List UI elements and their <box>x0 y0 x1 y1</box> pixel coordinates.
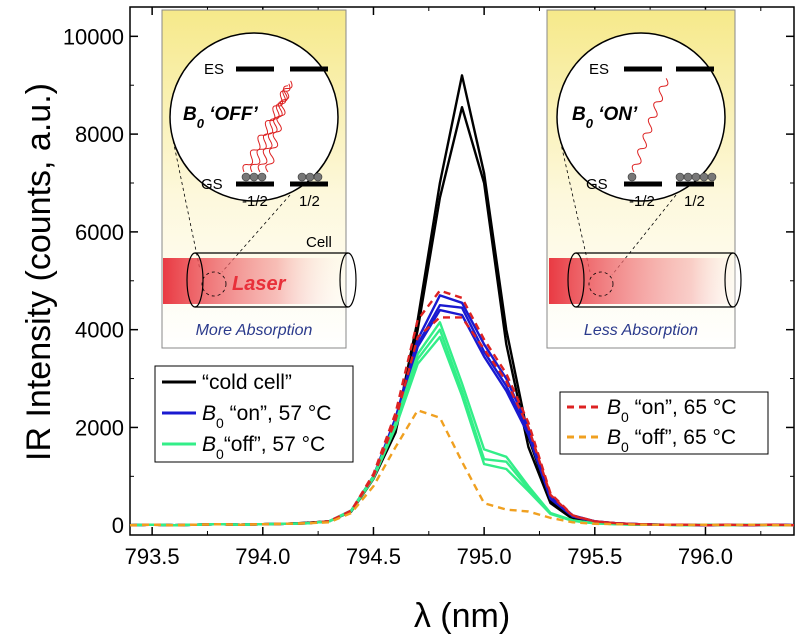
inset-off-zoom-line-left <box>171 134 201 271</box>
legend-left: “cold cell” B0 “on”, 57 °CB0“off”, 57 °C <box>154 365 354 463</box>
x-tick-label: 794.5 <box>346 544 401 569</box>
inset-off-b0-sub: 0 <box>197 116 205 131</box>
inset-off-atoms <box>241 172 323 182</box>
y-tick-label: 10000 <box>63 24 124 49</box>
y-tick-label: 4000 <box>75 318 124 343</box>
series-line-off65 <box>129 409 794 527</box>
x-tick-label: 793.5 <box>125 544 180 569</box>
x-tick-label: 794.0 <box>235 544 290 569</box>
inset-off-cell-end-left <box>186 252 204 308</box>
inset-on-gs-label: GS <box>586 176 608 193</box>
inset-off-laser-beam <box>163 258 353 304</box>
inset-on-photon-arrow <box>631 78 669 173</box>
inset-off-spin-right: 1/2 <box>299 193 320 210</box>
legend-right: B0 “on”, 65 °CB0 “off”, 65 °C <box>559 391 769 455</box>
y-axis: 0 2000 4000 6000 8000 10000 <box>63 24 794 538</box>
inset-off-cell-end-right <box>339 252 357 308</box>
inset-off-photon-arrows <box>242 80 293 173</box>
inset-on-atoms <box>627 172 717 182</box>
legend-right-box <box>559 391 769 455</box>
x-axis-title: λ (nm) <box>414 597 510 635</box>
x-tick-label: 795.5 <box>567 544 622 569</box>
plot-frame <box>129 6 795 536</box>
x-tick-label: 795.0 <box>457 544 512 569</box>
inset-off-zoom-circle <box>169 32 339 202</box>
y-tick-label: 8000 <box>75 122 124 147</box>
y-tick-label: 6000 <box>75 220 124 245</box>
legend-label-off57: B0“off”, 57 °C <box>202 433 325 462</box>
inset-b0-on: ES GS -1/2 1/2 B0 ‘ON’ Less Absorption <box>546 9 742 349</box>
legend-label-on57: B0 “on”, 57 °C <box>202 402 331 431</box>
legend-label-on65: B0 “on”, 65 °C <box>607 396 736 425</box>
inset-on-es-label: ES <box>589 61 609 78</box>
series-layer <box>129 74 795 527</box>
inset-on-b0-label: B0 ‘ON’ <box>572 104 638 131</box>
inset-off-es-label: ES <box>204 61 224 78</box>
inset-on-cell-end-left <box>567 252 585 308</box>
x-axis: 793.5 794.0 794.5 795.0 795.5 796.0 <box>125 7 762 569</box>
inset-on-cell-end-right <box>724 252 742 308</box>
inset-off-b0-label: B0 ‘OFF’ <box>183 104 259 131</box>
legend-label-cold: “cold cell” <box>202 371 292 394</box>
inset-on-laser-beam <box>549 258 739 304</box>
inset-b0-off: ES GS -1/2 1/2 B0 ‘OFF’ Cell Laser More … <box>161 9 357 349</box>
inset-on-cell <box>576 252 733 308</box>
inset-off-spin-left: -1/2 <box>242 193 268 210</box>
inset-on-zoom-circle <box>556 32 726 202</box>
y-tick-label: 2000 <box>75 415 124 440</box>
inset-off-laser-label: Laser <box>232 273 287 295</box>
inset-on-absorption-label: Less Absorption <box>584 322 698 339</box>
inset-on-b0-sub: 0 <box>586 116 594 131</box>
inset-off-zoom-spot <box>201 271 227 297</box>
x-tick-label: 796.0 <box>678 544 733 569</box>
inset-off-absorption-label: More Absorption <box>196 322 313 339</box>
inset-on-zoom-spot <box>588 271 614 297</box>
y-axis-title: IR Intensity (counts, a.u.) <box>20 83 58 461</box>
inset-on-spin-left: -1/2 <box>629 193 655 210</box>
inset-off-cell <box>195 252 348 308</box>
y-tick-label: 0 <box>112 513 124 538</box>
legend-label-off65: B0 “off”, 65 °C <box>607 426 736 455</box>
inset-off-gs-label: GS <box>201 176 223 193</box>
inset-off-cell-label: Cell <box>306 234 332 251</box>
inset-on-spin-right: 1/2 <box>684 193 705 210</box>
